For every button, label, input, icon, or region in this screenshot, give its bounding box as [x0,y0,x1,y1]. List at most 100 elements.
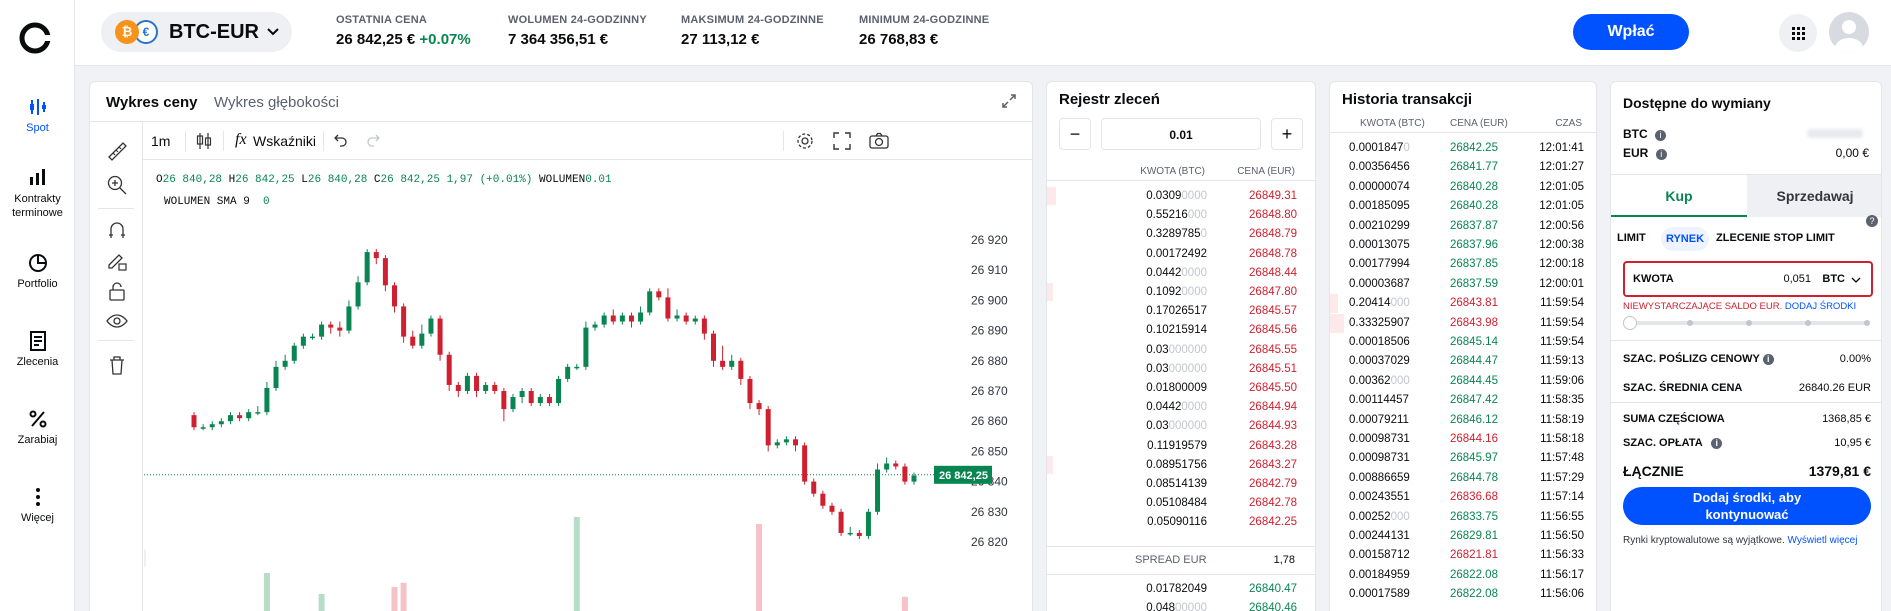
add-funds-button[interactable]: Dodaj środki, aby kontynuować [1623,487,1871,525]
tab-sell[interactable]: Sprzedawaj [1747,175,1881,217]
eye-icon[interactable] [106,310,128,332]
nav-item-portfolio[interactable]: Portfolio [0,252,75,290]
redo-icon[interactable] [365,133,381,147]
indicators-button[interactable]: Wskaźniki [253,133,317,149]
tab-depth-chart[interactable]: Wykres głębokości [214,94,339,111]
magnet-icon[interactable] [106,220,128,242]
ask-row[interactable]: 26845.50 0.01800009 [1047,379,1315,397]
ask-price: 26842.79 [1249,478,1297,490]
ask-row[interactable]: 26848.79 0.32897850 [1047,225,1315,243]
candle-type-icon[interactable] [195,131,213,151]
ask-row[interactable]: 26848.44 0.04420000 [1047,264,1315,282]
ohlc-close: 26 842,25 [380,174,440,186]
slippage-label: SZAC. POŚLIZG CENOWY i [1623,353,1774,365]
trade-price: 26837.87 [1450,219,1498,232]
trade-row: 0.00243551 26836.68 11:57:14 [1330,488,1596,507]
candle-body [574,366,580,369]
slider-handle[interactable] [1623,316,1637,330]
lock-icon[interactable] [106,280,128,302]
amount-input[interactable]: KWOTA 0,051 BTC [1623,261,1873,297]
ask-row[interactable]: 26843.27 0.08951756 [1047,456,1315,474]
zoom-in-icon[interactable] [106,174,128,196]
amount-unit[interactable]: BTC [1822,273,1845,285]
candle-body [364,252,370,283]
order-type-market[interactable]: RYNEK [1661,227,1709,251]
undo-icon[interactable] [333,133,349,147]
btc-icon: ₿ [115,20,139,44]
interval-selector[interactable]: 1m [151,133,171,149]
ask-row[interactable]: 26843.28 0.11919579 [1047,437,1315,455]
coinbase-logo[interactable] [19,22,51,54]
info-icon[interactable]: i [1655,130,1667,141]
ask-price: 26849.31 [1249,190,1297,202]
info-icon[interactable]: i [1655,149,1667,160]
help-icon[interactable]: ? [1866,215,1878,227]
ask-row[interactable]: 26848.80 0.55216000 [1047,206,1315,224]
ask-price: 26848.78 [1249,247,1297,260]
add-funds-link[interactable]: DODAJ ŚRODKI [1784,301,1857,312]
candle-body [756,403,762,410]
tab-price-chart[interactable]: Wykres ceny [106,94,198,111]
ohlc-high: 26 842,25 [235,174,295,186]
order-type-limit[interactable]: LIMIT [1617,232,1646,244]
ask-row[interactable]: 26844.94 0.04420000 [1047,398,1315,416]
info-icon[interactable]: i [1711,438,1723,449]
trash-icon[interactable] [106,354,128,376]
ask-row[interactable]: 26847.80 0.10920000 [1047,283,1315,301]
settings-gear-icon[interactable] [795,131,815,151]
trade-amount: 0.00003687 [1349,277,1410,290]
stat-last-price: OSTATNIA CENA 26 842,25 € +0.07% [336,14,471,48]
nav-item-spot[interactable]: Spot [0,84,75,154]
ohlc-change: 1,97 (+0.01%) [446,174,533,186]
ask-row[interactable]: 26842.25 0.05090116 [1047,513,1315,531]
fullscreen-icon[interactable] [833,132,851,150]
view-more-link[interactable]: Wyświetl więcej [1787,535,1858,546]
nav-item-more[interactable]: Więcej [0,486,75,524]
ask-row[interactable]: 26848.78 0.00172492 [1047,245,1315,263]
stat-value: 7 364 356,51 € [508,31,609,48]
trade-row: 0.00098731 26844.16 11:58:18 [1330,430,1596,449]
candle-body [492,384,498,391]
bid-row[interactable]: 0.01782049 26840.47 [1047,580,1315,598]
pencil-lock-icon[interactable] [106,250,128,272]
step-input[interactable]: 0.01 [1101,118,1261,150]
amount-slider[interactable] [1623,316,1870,330]
price-chart[interactable]: 26 920 26 910 26 900 26 890 26 880 26 870 26 8… [144,161,1033,611]
deposit-button[interactable]: Wpłać [1573,14,1689,50]
order-type-stop-limit[interactable]: ZLECENIE STOP LIMIT [1716,232,1835,244]
ask-row[interactable]: 26844.93 0.03000000 [1047,417,1315,435]
ruler-icon[interactable] [106,140,128,162]
nav-item-orders[interactable]: Zlecenia [0,330,75,368]
trade-time: 11:59:06 [1540,374,1584,387]
candle-body [200,427,206,429]
fee-label: SZAC. OPŁATA i [1623,437,1723,449]
apps-grid-button[interactable] [1779,14,1817,52]
tab-buy[interactable]: Kup [1611,175,1747,217]
bid-row[interactable]: 0.04800000 26840.46 [1047,599,1315,611]
nav-item-earn[interactable]: Zarabiaj [0,408,75,446]
expand-icon[interactable] [1002,94,1016,108]
decrease-step-button[interactable]: − [1059,118,1091,150]
trade-row: 0.00158712 26821.81 11:56:33 [1330,546,1596,565]
pie-chart-icon [28,254,47,272]
info-icon[interactable]: i [1762,354,1774,365]
candle-body [665,297,671,319]
candle-body [464,375,470,391]
nav-item-futures[interactable]: Kontrakty terminowe [0,166,75,220]
camera-icon[interactable] [869,132,889,150]
chevron-down-icon [1851,277,1861,283]
avatar[interactable] [1829,12,1869,52]
ask-row[interactable]: 26849.31 0.03090000 [1047,187,1315,205]
increase-step-button[interactable]: + [1271,118,1303,150]
ask-row[interactable]: 26845.51 0.03000000 [1047,360,1315,378]
ask-price: 26842.78 [1249,497,1297,510]
btc-balance-row: BTC i [1623,127,1667,141]
ask-row[interactable]: 26845.55 0.03000000 [1047,341,1315,359]
ask-row[interactable]: 26845.57 0.17026517 [1047,302,1315,320]
ask-amount-value: 0.08951756 [1146,458,1207,471]
ask-row[interactable]: 26842.79 0.08514139 [1047,475,1315,493]
ask-row[interactable]: 26842.78 0.05108484 [1047,494,1315,512]
pair-selector[interactable]: ₿ € BTC-EUR [101,12,292,52]
candle-body [811,481,817,494]
ask-row[interactable]: 26845.56 0.10215914 [1047,321,1315,339]
